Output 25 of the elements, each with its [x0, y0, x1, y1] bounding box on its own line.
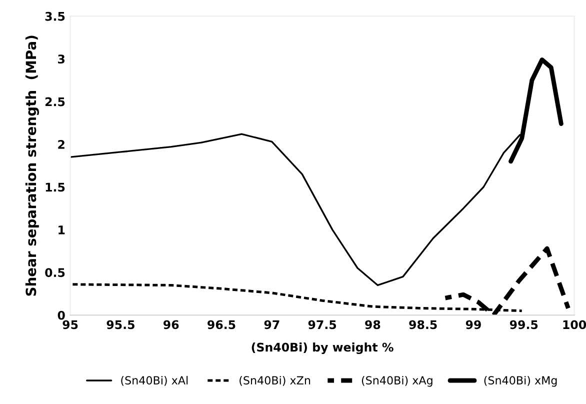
x-tick-label: 99.5: [510, 320, 538, 330]
y-tick-label: 1: [58, 226, 65, 234]
legend-label: (Sn40Bi) xAg: [362, 376, 432, 387]
y-tick-label: 1.5: [46, 182, 65, 192]
x-tick-label: 96.5: [208, 320, 236, 330]
x-tick-label: 96: [164, 320, 179, 330]
y-tick-label: 2.5: [45, 97, 65, 106]
legend-label: (Sn40Bi) xMg: [484, 376, 557, 387]
legend-label: (Sn40Bi) xAl: [121, 376, 188, 386]
x-tick-label: 95.5: [106, 320, 134, 330]
x-tick-label: 95: [62, 320, 78, 330]
legend-label: (Sn40Bi) xZn: [240, 376, 310, 386]
y-tick-label: 3: [58, 54, 65, 64]
x-tick-label: 97: [264, 320, 280, 330]
x-tick-label: 98: [365, 320, 380, 330]
y-tick-label: 3.5: [45, 12, 65, 21]
x-tick-label: 100: [563, 320, 586, 330]
x-tick-label: 97.5: [308, 320, 336, 330]
y-tick-label: 0: [58, 310, 65, 320]
y-tick-label: 2: [58, 140, 64, 149]
y-axis-title: Shear separation strength (MPa): [25, 36, 39, 296]
y-tick-label: 0.5: [45, 268, 65, 278]
x-axis-title: (Sn40Bi) by weight %: [252, 342, 394, 354]
x-tick-label: 99: [466, 320, 481, 330]
x-tick-label: 98.5: [409, 320, 437, 330]
